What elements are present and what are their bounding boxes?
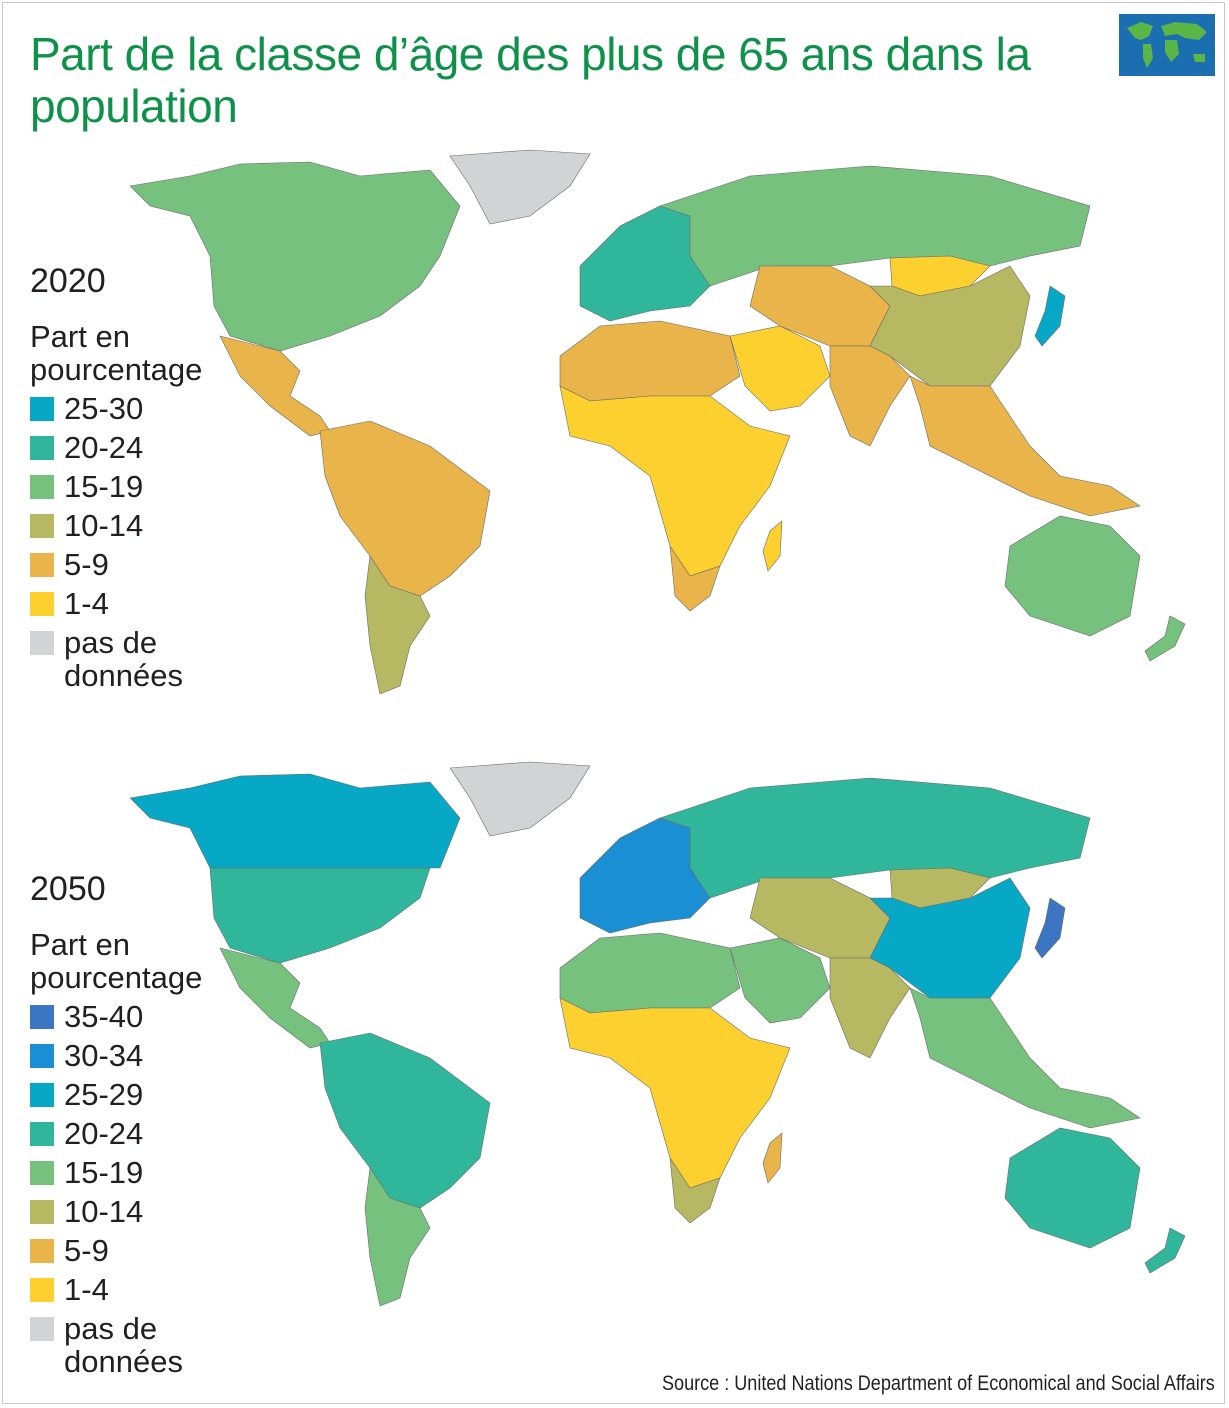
- legend-label: 20-24: [64, 1116, 144, 1151]
- legend-label: pas de données: [64, 1311, 183, 1379]
- legend-swatch: [30, 475, 54, 499]
- legend-swatch: [30, 1200, 54, 1224]
- region-central-america: [219, 335, 331, 437]
- legend-item: pas de données: [30, 626, 230, 692]
- region-south-america-south: [364, 1167, 431, 1307]
- legend-item: 10-14: [30, 1195, 230, 1228]
- legend-label: 25-30: [64, 391, 144, 426]
- region-southern-africa: [669, 1157, 721, 1224]
- legend-item: 5-9: [30, 548, 230, 581]
- region-south-america-north: [319, 420, 491, 597]
- legend-swatch: [30, 1044, 54, 1068]
- region-africa: [559, 385, 791, 577]
- region-new-zealand: [1144, 1227, 1186, 1274]
- region-canada: [130, 773, 461, 869]
- region-south-america-north: [319, 1032, 491, 1209]
- world-logo-icon: [1119, 14, 1215, 76]
- legend-label: 5-9: [64, 1233, 109, 1268]
- legend-title: Part en pourcentage: [30, 927, 203, 995]
- legend-label: 15-19: [64, 1155, 144, 1190]
- region-north-america: [130, 161, 461, 352]
- legend-item: 5-9: [30, 1234, 230, 1267]
- legend-title: Part en pourcentage: [30, 319, 203, 387]
- legend-swatch: [30, 514, 54, 538]
- region-australia: [1004, 1127, 1141, 1249]
- legend-label: 20-24: [64, 430, 144, 465]
- legend-item: 25-30: [30, 392, 230, 425]
- legend-label: 5-9: [64, 547, 109, 582]
- region-north-america: [209, 867, 431, 964]
- year-label-2020: 2020: [30, 262, 106, 300]
- region-australia: [1004, 515, 1141, 637]
- legend-item: 20-24: [30, 431, 230, 464]
- legend-item: 15-19: [30, 470, 230, 503]
- region-north-africa: [559, 932, 741, 1014]
- region-madagascar: [762, 520, 783, 572]
- legend-swatch: [30, 397, 54, 421]
- legend-swatch: [30, 553, 54, 577]
- region-greenland: [449, 149, 591, 225]
- region-southern-africa: [669, 545, 721, 612]
- region-new-zealand: [1144, 615, 1186, 662]
- region-russia: [659, 165, 1091, 287]
- region-south-america-south: [364, 555, 431, 695]
- region-madagascar: [762, 1132, 783, 1184]
- legend-item: 1-4: [30, 1273, 230, 1306]
- legend-label: 30-34: [64, 1038, 144, 1073]
- region-russia: [659, 777, 1091, 899]
- legend-swatch: [30, 1122, 54, 1146]
- legend-item: 10-14: [30, 509, 230, 542]
- region-india: [829, 345, 911, 447]
- legend-label: 10-14: [64, 1194, 144, 1229]
- legend-swatch: [30, 1278, 54, 1302]
- region-middle-east: [729, 325, 831, 412]
- legend-swatch: [30, 436, 54, 460]
- legend-label: 35-40: [64, 999, 144, 1034]
- legend-swatch: [30, 1161, 54, 1185]
- legend-label: 25-29: [64, 1077, 144, 1112]
- region-japan: [1034, 897, 1066, 959]
- legend-swatch: [30, 1317, 54, 1341]
- region-southeast-asia: [909, 375, 1141, 517]
- region-japan: [1034, 285, 1066, 347]
- legend-label: 10-14: [64, 508, 144, 543]
- legend-label: 15-19: [64, 469, 144, 504]
- legend-label: 1-4: [64, 1272, 109, 1307]
- legend-label: pas de données: [64, 625, 183, 693]
- legend-item: 30-34: [30, 1039, 230, 1072]
- legend-item: 15-19: [30, 1156, 230, 1189]
- legend-item: 20-24: [30, 1117, 230, 1150]
- region-africa: [559, 997, 791, 1189]
- legend-item: pas de données: [30, 1312, 230, 1378]
- legend-swatch: [30, 1005, 54, 1029]
- legend-label: 1-4: [64, 586, 109, 621]
- legend-swatch: [30, 631, 54, 655]
- legend-swatch: [30, 592, 54, 616]
- legend-swatch: [30, 1239, 54, 1263]
- region-southeast-asia: [909, 987, 1141, 1129]
- world-map-2020: [130, 149, 1186, 695]
- year-label-2050: 2050: [30, 870, 106, 908]
- legend-2020: Part en pourcentage 25-30 20-24 15-19 10…: [30, 320, 230, 698]
- legend-2050: Part en pourcentage 35-40 30-34 25-29 20…: [30, 928, 230, 1384]
- legend-swatch: [30, 1083, 54, 1107]
- map-title: Part de la classe d’âge des plus de 65 a…: [30, 28, 1031, 132]
- legend-item: 1-4: [30, 587, 230, 620]
- world-map-2050: [130, 761, 1186, 1307]
- legend-item: 35-40: [30, 1000, 230, 1033]
- legend-item: 25-29: [30, 1078, 230, 1111]
- region-north-africa: [559, 320, 741, 402]
- source-note: Source : United Nations Department of Ec…: [662, 1372, 1215, 1395]
- region-greenland: [449, 761, 591, 837]
- region-india: [829, 957, 911, 1059]
- region-central-america: [219, 947, 331, 1049]
- region-middle-east: [729, 937, 831, 1024]
